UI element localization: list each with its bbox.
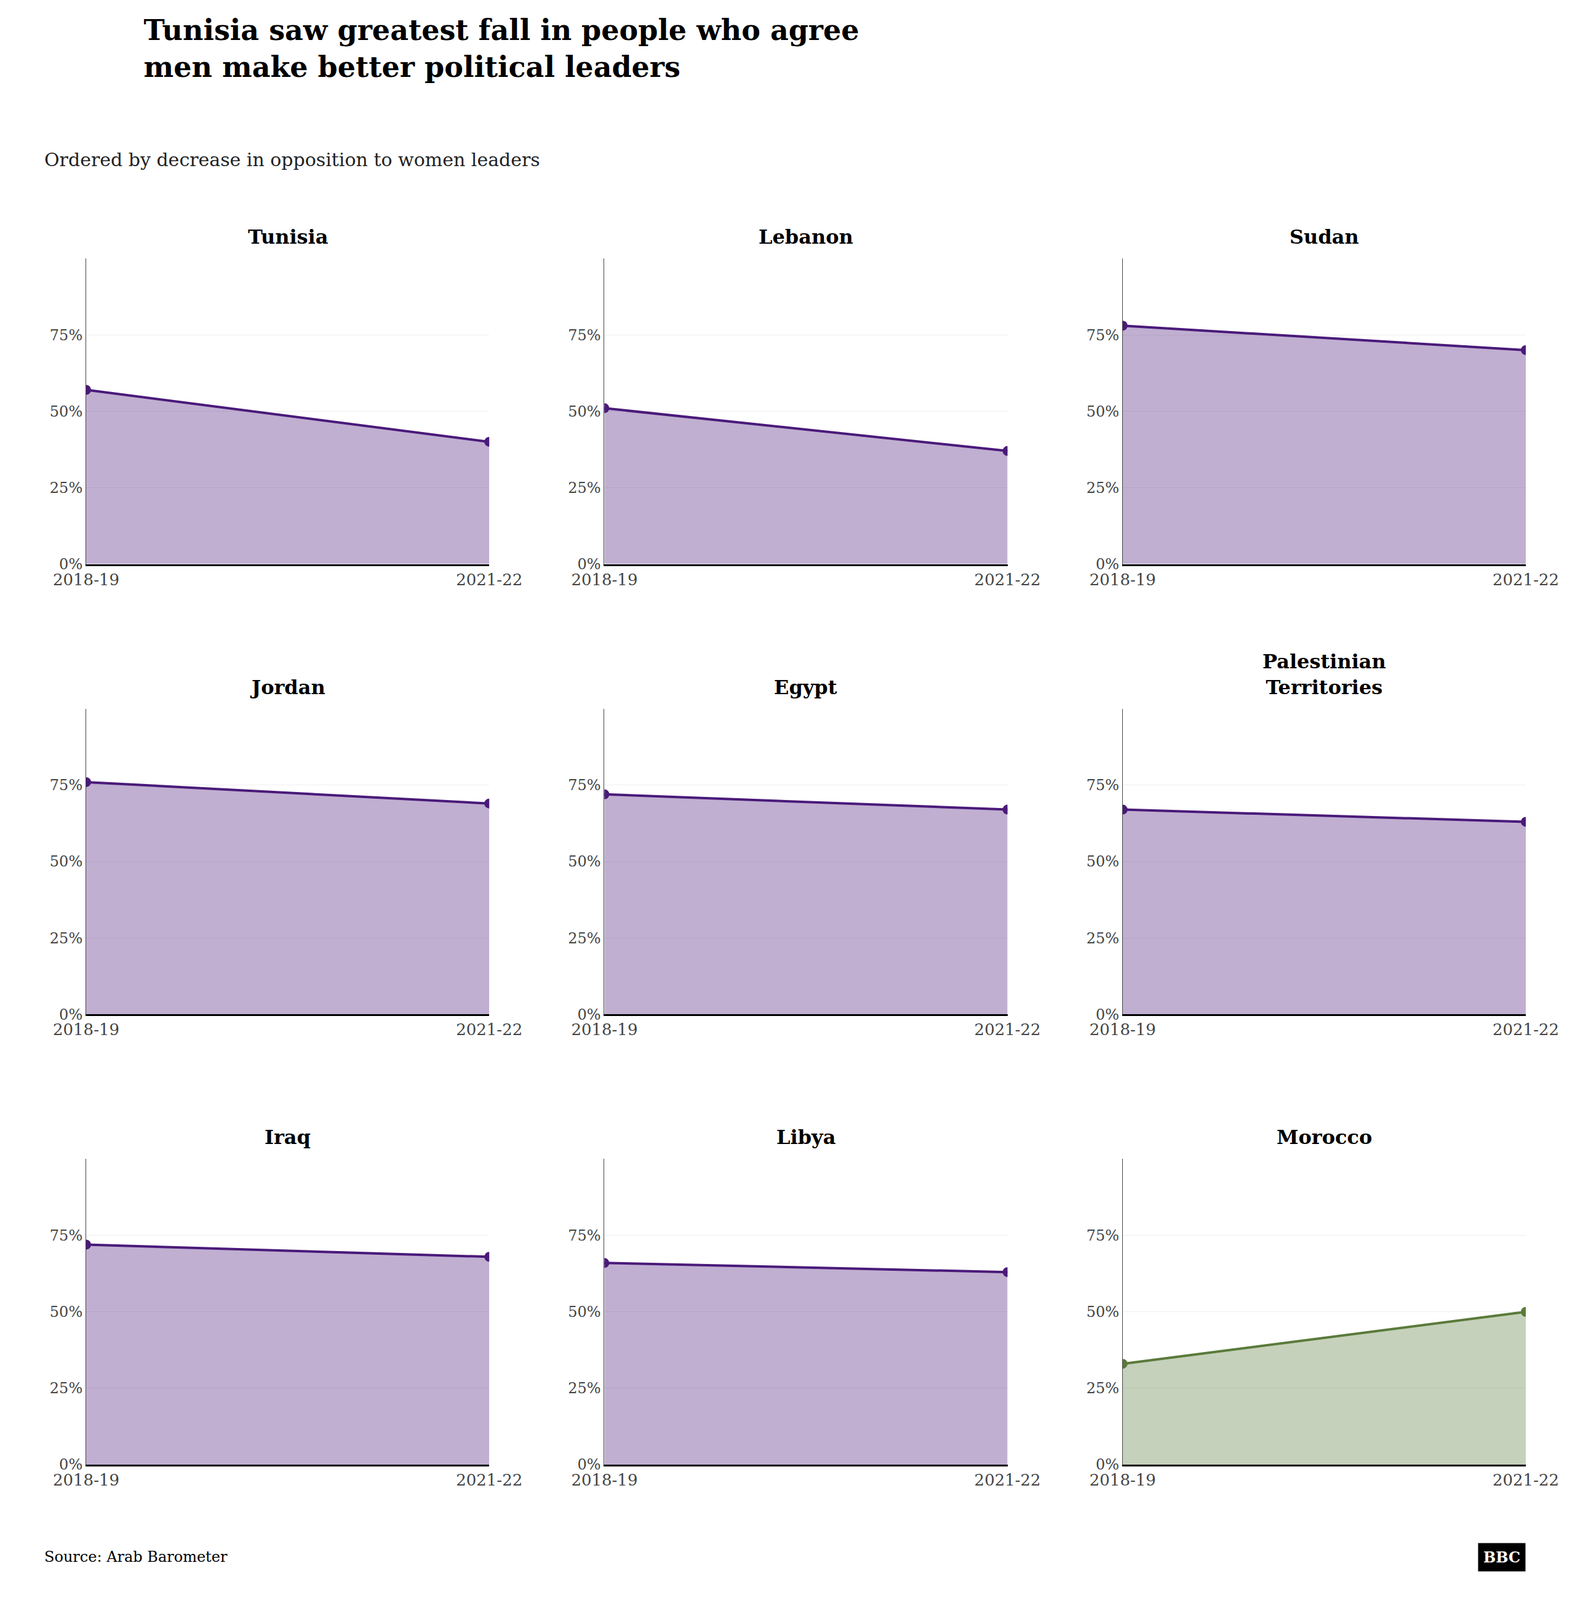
svg-text:75%: 75% xyxy=(567,1226,601,1245)
svg-text:2021-22: 2021-22 xyxy=(974,570,1041,589)
svg-text:Source: Arab Barometer: Source: Arab Barometer xyxy=(44,1547,228,1566)
svg-text:25%: 25% xyxy=(567,1379,601,1397)
svg-text:0%: 0% xyxy=(1095,1455,1120,1473)
svg-text:75%: 75% xyxy=(49,326,83,344)
svg-text:2018-19: 2018-19 xyxy=(52,570,120,589)
svg-text:2018-19: 2018-19 xyxy=(570,1470,638,1489)
svg-text:75%: 75% xyxy=(567,326,601,344)
svg-text:25%: 25% xyxy=(567,929,601,947)
svg-text:Libya: Libya xyxy=(776,1125,836,1149)
svg-text:25%: 25% xyxy=(567,479,601,497)
svg-text:2021-22: 2021-22 xyxy=(455,570,523,589)
svg-text:50%: 50% xyxy=(567,1303,601,1321)
svg-text:2021-22: 2021-22 xyxy=(455,1470,523,1489)
svg-text:Jordan: Jordan xyxy=(249,675,326,699)
svg-text:50%: 50% xyxy=(567,852,601,870)
svg-text:75%: 75% xyxy=(1086,1226,1120,1245)
svg-text:2021-22: 2021-22 xyxy=(455,1020,523,1039)
svg-text:75%: 75% xyxy=(1086,776,1120,794)
svg-text:0%: 0% xyxy=(59,1455,83,1473)
svg-text:Morocco: Morocco xyxy=(1276,1125,1372,1149)
svg-text:0%: 0% xyxy=(59,1005,83,1024)
svg-text:Sudan: Sudan xyxy=(1289,225,1360,249)
svg-text:BBC: BBC xyxy=(1483,1547,1521,1566)
svg-text:0%: 0% xyxy=(59,555,83,573)
svg-text:Tunisia: Tunisia xyxy=(247,225,328,249)
svg-text:Tunisia saw greatest fall in p: Tunisia saw greatest fall in people who … xyxy=(143,13,860,84)
svg-text:2018-19: 2018-19 xyxy=(570,570,638,589)
svg-text:25%: 25% xyxy=(49,1379,83,1397)
svg-text:2021-22: 2021-22 xyxy=(1492,570,1560,589)
svg-text:2018-19: 2018-19 xyxy=(1089,570,1157,589)
svg-text:25%: 25% xyxy=(1086,479,1120,497)
svg-text:75%: 75% xyxy=(1086,326,1120,344)
svg-text:50%: 50% xyxy=(49,852,83,870)
svg-text:0%: 0% xyxy=(1095,1005,1120,1024)
svg-text:Ordered by decrease in opposit: Ordered by decrease in opposition to wom… xyxy=(44,148,541,171)
svg-text:50%: 50% xyxy=(567,402,601,421)
svg-text:25%: 25% xyxy=(1086,929,1120,947)
svg-text:2021-22: 2021-22 xyxy=(1492,1020,1560,1039)
svg-text:75%: 75% xyxy=(567,776,601,794)
svg-text:25%: 25% xyxy=(49,929,83,947)
svg-text:Iraq: Iraq xyxy=(264,1125,311,1149)
svg-text:2021-22: 2021-22 xyxy=(974,1470,1041,1489)
svg-text:PalestinianTerritories: PalestinianTerritories xyxy=(1262,649,1387,699)
svg-text:2018-19: 2018-19 xyxy=(52,1470,120,1489)
svg-text:50%: 50% xyxy=(1086,1303,1120,1321)
svg-text:2021-22: 2021-22 xyxy=(1492,1470,1560,1489)
svg-text:75%: 75% xyxy=(49,1226,83,1245)
svg-text:2018-19: 2018-19 xyxy=(570,1020,638,1039)
svg-text:25%: 25% xyxy=(49,479,83,497)
svg-text:75%: 75% xyxy=(49,776,83,794)
svg-text:2021-22: 2021-22 xyxy=(974,1020,1041,1039)
svg-text:0%: 0% xyxy=(577,555,602,573)
svg-text:2018-19: 2018-19 xyxy=(1089,1020,1157,1039)
svg-text:0%: 0% xyxy=(1095,555,1120,573)
svg-text:2018-19: 2018-19 xyxy=(52,1020,120,1039)
svg-text:Egypt: Egypt xyxy=(773,675,838,699)
svg-text:50%: 50% xyxy=(49,402,83,421)
svg-text:50%: 50% xyxy=(49,1303,83,1321)
svg-text:50%: 50% xyxy=(1086,852,1120,870)
svg-text:0%: 0% xyxy=(577,1005,602,1024)
svg-text:0%: 0% xyxy=(577,1455,602,1473)
svg-text:50%: 50% xyxy=(1086,402,1120,421)
svg-text:2018-19: 2018-19 xyxy=(1089,1470,1157,1489)
svg-text:25%: 25% xyxy=(1086,1379,1120,1397)
svg-text:Lebanon: Lebanon xyxy=(758,225,854,249)
